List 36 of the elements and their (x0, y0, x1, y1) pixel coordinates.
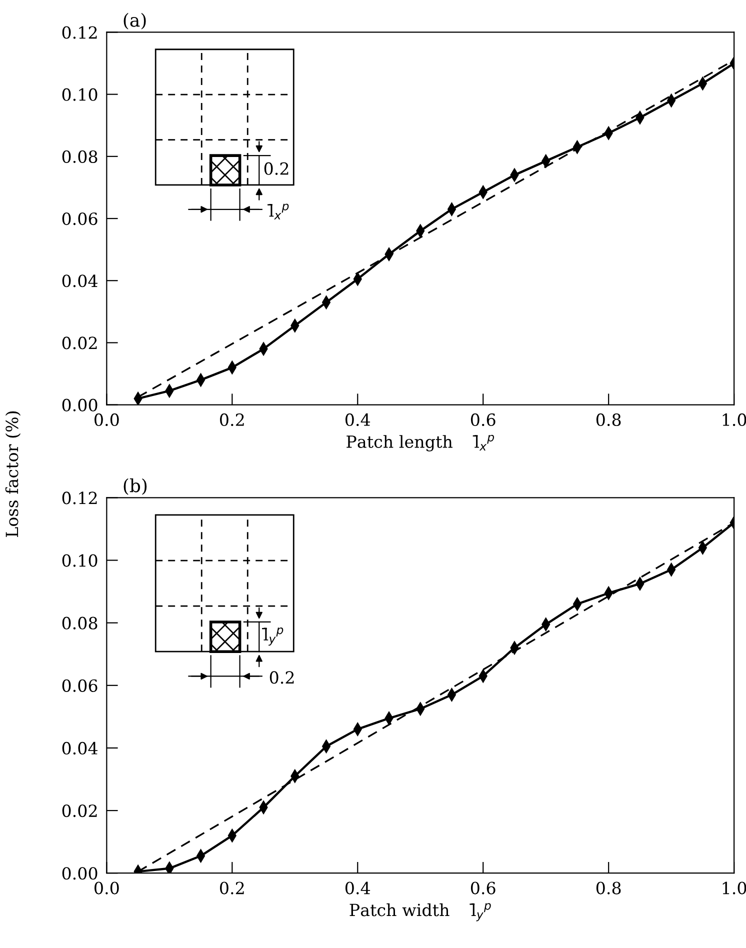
y-tick-label: 0.08 (62, 616, 98, 630)
y-tick-label: 0.04 (62, 274, 98, 288)
x-tick-label: 0.4 (345, 882, 370, 894)
annotation: 0.2 (264, 162, 288, 175)
y-tick-label: 0.00 (62, 398, 98, 412)
x-tick-label: 1.0 (722, 413, 746, 426)
x-tick-label: 0.4 (345, 413, 370, 426)
point (165, 862, 174, 874)
x-axis-title: Patch length l̄$_{x}$$^{p}$ (346, 434, 494, 452)
annotation: l̄$_{x}$$^{p}$ (268, 204, 289, 220)
y-tick-label: 0.06 (62, 212, 98, 226)
y-tick-label: 0.02 (62, 804, 97, 818)
y-tick-label: 0.10 (62, 88, 98, 101)
y-tick-label: 0.08 (62, 150, 98, 163)
y-tick-label: 0.06 (62, 679, 98, 692)
y-tick-label: 0.12 (62, 492, 97, 504)
annotation: l̄$_{y}$$^{p}$ (262, 628, 284, 646)
annotation: 0.2 (270, 671, 294, 684)
y-tick-label: 0.02 (62, 336, 97, 350)
y-tick-label: 0.10 (62, 554, 98, 567)
x-axis-title: Patch width l̄$_{y}$$^{p}$ (350, 903, 491, 922)
y-axis-title: Loss factor (%) (5, 411, 21, 537)
x-tick-label: 0.2 (220, 413, 244, 426)
x-tick-label: 0.2 (220, 882, 244, 894)
x-tick-label: 0.8 (596, 413, 621, 426)
x-tick-label: 0.8 (596, 882, 621, 894)
x-tick-label: 0.0 (94, 413, 119, 426)
x-tick-label: 0.6 (470, 413, 496, 426)
y-tick-label: 0.00 (62, 867, 98, 880)
y-tick-label: 0.04 (62, 742, 98, 755)
y-tick-label: 0.12 (62, 26, 97, 39)
x-tick-label: 0.6 (470, 882, 496, 894)
x-tick-label: 1.0 (722, 882, 746, 894)
chart-title: (b) (124, 478, 147, 495)
x-tick-label: 0.0 (94, 882, 119, 894)
chart-title: (a) (124, 12, 146, 30)
